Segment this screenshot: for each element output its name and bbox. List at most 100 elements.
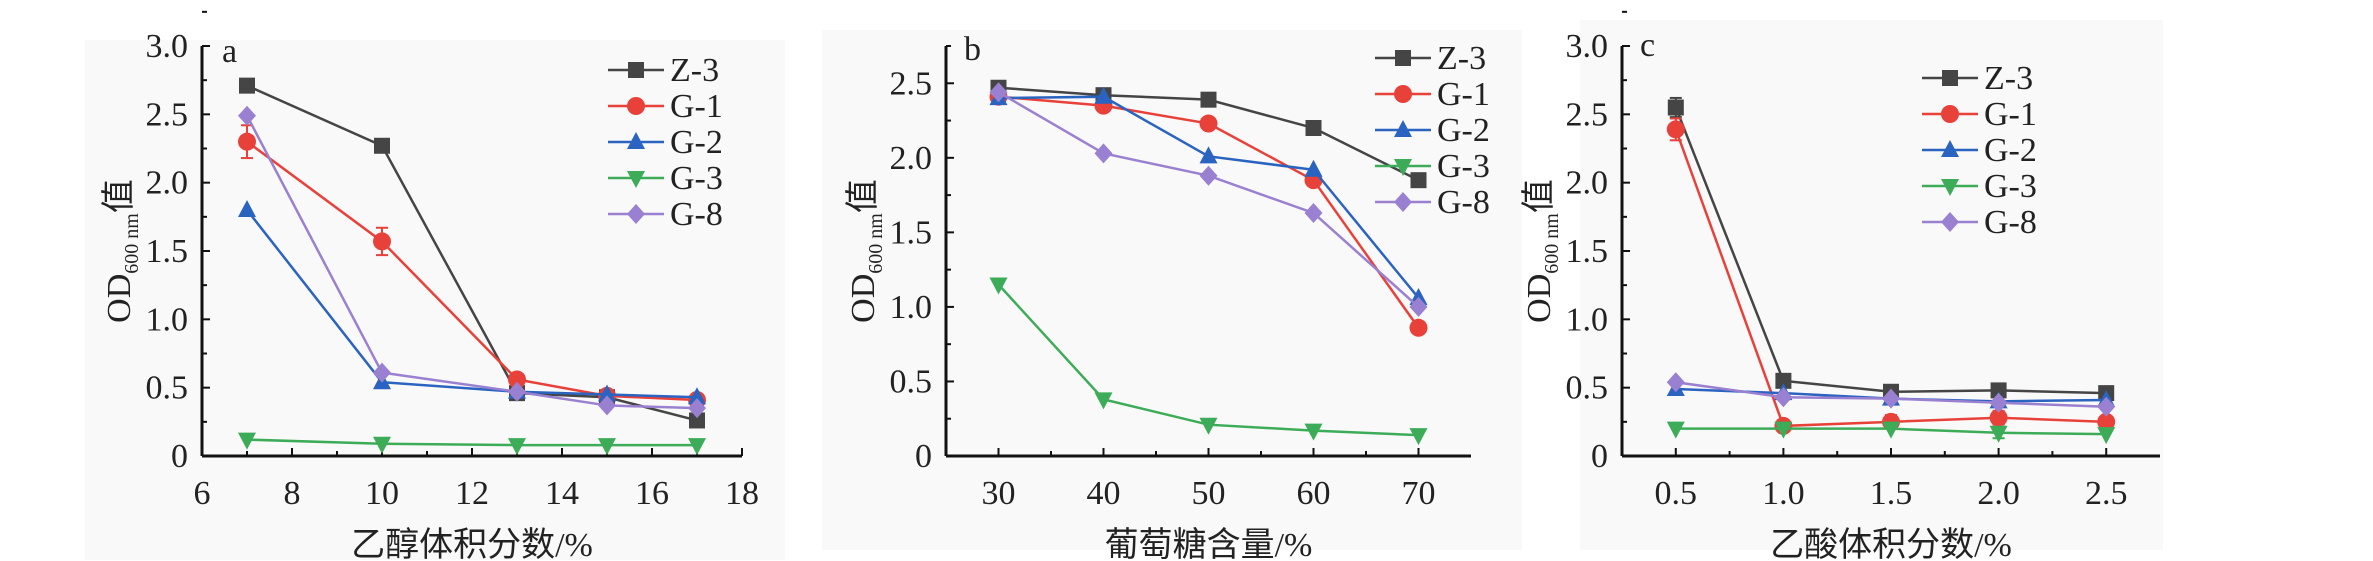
data-point <box>1094 392 1113 410</box>
series-g-3 <box>989 277 1428 446</box>
data-point <box>1199 146 1218 164</box>
data-point <box>688 387 706 405</box>
y-axis-label-subscript: 600 nm <box>865 213 887 274</box>
y-tick-label: 0 <box>1591 438 1608 475</box>
y-axis-label-main: OD <box>1521 274 1558 323</box>
data-point <box>989 277 1008 295</box>
x-tick-label: 30 <box>982 475 1016 512</box>
panel-label: a <box>222 33 237 70</box>
y-tick-label: 2.0 <box>1566 165 1609 202</box>
series-g-8 <box>238 105 706 419</box>
legend-item: G-8 <box>608 196 723 233</box>
data-point <box>1882 421 1900 439</box>
legend-marker <box>1394 159 1412 176</box>
data-point <box>1774 421 1793 439</box>
data-point <box>1666 372 1685 393</box>
legend-item: G-1 <box>1922 96 2037 133</box>
x-tick-label: 6 <box>194 475 211 512</box>
x-tick-label: 50 <box>1192 475 1226 512</box>
y-axis-label: OD600 nm值 <box>844 179 887 323</box>
legend-label: G-2 <box>1437 112 1490 149</box>
y-axis-label-suffix: 值 <box>1520 179 1558 213</box>
legend-item: G-2 <box>608 124 723 161</box>
data-point <box>1409 287 1428 305</box>
data-point <box>239 77 255 94</box>
y-tick-label: 2.0 <box>146 165 189 202</box>
legend-marker <box>1394 120 1412 137</box>
data-point <box>688 398 706 419</box>
data-point <box>508 438 526 456</box>
x-axis-label: 乙醇体积分数/% <box>351 526 593 561</box>
data-point <box>1882 388 1900 409</box>
x-tick-label: 18 <box>725 475 759 512</box>
data-point <box>1199 114 1218 133</box>
data-point <box>1305 120 1322 136</box>
x-tick-label: 12 <box>455 475 489 512</box>
y-tick-label: 3.0 <box>146 28 189 65</box>
legend-item: G-1 <box>608 88 723 125</box>
data-point <box>1989 425 2008 443</box>
data-point <box>1200 91 1217 108</box>
data-point <box>1666 421 1685 439</box>
series-g-2 <box>989 86 1428 305</box>
y-axis-label-main: OD <box>845 274 882 323</box>
y-tick-label: 0 <box>171 438 188 475</box>
panel-c-acetic-acid: 0 0.5 1.0 1.5 2.0 2.5 3.0 0.5 1.0 1.5 2.0 2.5 c 乙酸体积分… <box>1520 10 2163 561</box>
legend-item: G-3 <box>608 160 723 197</box>
y-tick-label: 1.0 <box>146 301 189 338</box>
data-point <box>989 82 1008 103</box>
data-point <box>238 105 256 126</box>
panel-a-ethanol: 0 0.5 1.0 1.5 2.0 2.5 3.0 6 8 10 12 14 16 18 a 乙醇体积分数/%… <box>85 10 785 561</box>
data-point <box>2097 396 2116 417</box>
data-point <box>1304 202 1323 223</box>
x-tick-label: 0.5 <box>1655 475 1698 512</box>
legend-item: G-3 <box>1922 168 2037 205</box>
data-point <box>598 384 616 402</box>
y-axis-label-main: OD <box>101 274 138 323</box>
data-point <box>1409 318 1428 337</box>
data-point <box>1304 159 1323 177</box>
panel-background <box>1580 20 2163 550</box>
data-point <box>238 200 256 217</box>
legend-label: G-8 <box>1984 204 2037 241</box>
x-tick-label: 8 <box>284 475 301 512</box>
y-axis-label-suffix: 值 <box>100 179 138 213</box>
data-point <box>1990 382 2007 399</box>
series-g-8 <box>1666 372 2116 417</box>
y-tick-label: 0.5 <box>890 363 933 400</box>
legend-label: G-1 <box>1437 76 1490 113</box>
legend-item: Z-3 <box>1922 60 2033 97</box>
legend-marker <box>1395 50 1411 66</box>
x-tick-label: 10 <box>365 475 399 512</box>
legend-item: G-8 <box>1375 184 1490 221</box>
legend-label: G-3 <box>1984 168 2037 205</box>
legend-label: Z-3 <box>1984 60 2033 97</box>
series-g-3 <box>1666 421 2116 445</box>
data-point <box>1989 408 2008 427</box>
data-point <box>598 438 616 456</box>
legend-label: G-2 <box>1984 132 2037 169</box>
legend-label: Z-3 <box>1437 40 1486 77</box>
data-point <box>1199 165 1218 186</box>
y-tick-label: 1.5 <box>146 233 189 270</box>
panel-label: b <box>964 31 981 68</box>
x-tick-label: 16 <box>635 475 669 512</box>
data-point <box>238 132 256 151</box>
data-point <box>1775 372 1792 389</box>
y-tick-label: 1.5 <box>1566 233 1609 270</box>
data-point <box>508 370 526 389</box>
legend-marker <box>628 62 644 78</box>
legend-item: G-3 <box>1375 148 1490 185</box>
legend-item: G-1 <box>1375 76 1490 113</box>
y-axis-label: OD600 nm值 <box>100 179 143 323</box>
y-axis-label-suffix: 值 <box>844 179 882 213</box>
y-tick-label: 3.0 <box>1566 28 1609 65</box>
data-point <box>508 381 526 402</box>
data-point <box>1304 423 1323 441</box>
y-axis-label-subscript: 600 nm <box>121 213 143 274</box>
y-tick-label: 2.5 <box>890 65 933 102</box>
data-point <box>238 432 256 450</box>
x-axis-label: 葡萄糖含量/% <box>1105 526 1313 561</box>
axes: 0 0.5 1.0 1.5 2.0 2.5 3.0 0.5 1.0 1.5 2.0 2.5 <box>1566 10 2160 512</box>
